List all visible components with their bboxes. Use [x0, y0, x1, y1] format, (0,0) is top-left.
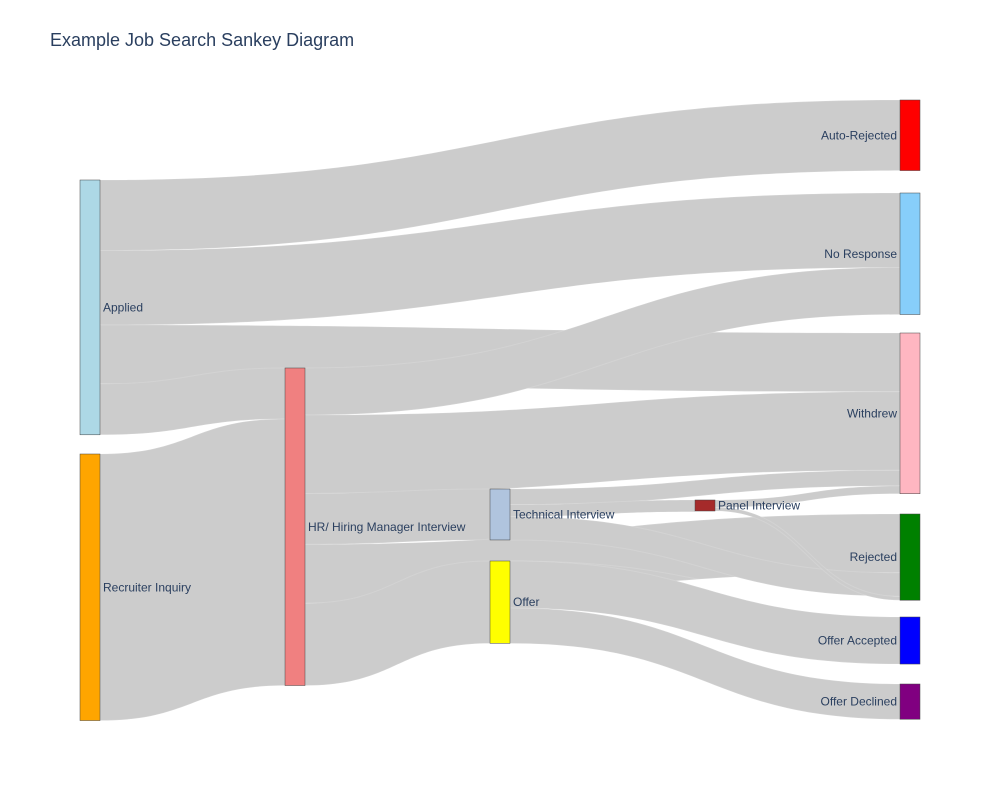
node-label-offer: Offer: [513, 595, 539, 609]
link-hr-tech[interactable]: [304, 488, 491, 545]
node-panel[interactable]: [694, 499, 716, 512]
node-tech[interactable]: [489, 488, 511, 541]
node-label-tech: Technical Interview: [513, 507, 615, 521]
link-tech-panel[interactable]: [509, 499, 696, 517]
node-recruiter[interactable]: [79, 453, 101, 721]
node-label-rejected: Rejected: [850, 550, 897, 564]
node-label-noresp: No Response: [824, 247, 897, 261]
node-label-withdrew: Withdrew: [847, 406, 897, 420]
node-label-accepted: Offer Accepted: [818, 634, 897, 648]
node-label-autorej: Auto-Rejected: [821, 128, 897, 142]
node-label-applied: Applied: [103, 300, 143, 314]
node-offer[interactable]: [489, 560, 511, 644]
node-autorej[interactable]: [899, 99, 921, 171]
link-recruiter-hr[interactable]: [99, 418, 286, 722]
node-hr[interactable]: [284, 367, 306, 686]
nodes-layer: [79, 99, 921, 721]
node-label-declined: Offer Declined: [821, 695, 897, 709]
node-declined[interactable]: [899, 683, 921, 720]
node-noresp[interactable]: [899, 192, 921, 315]
node-label-recruiter: Recruiter Inquiry: [103, 580, 191, 594]
node-applied[interactable]: [79, 179, 101, 436]
node-accepted[interactable]: [899, 616, 921, 665]
labels-layer: Applied Recruiter Inquiry HR/ Hiring Manag…: [103, 128, 897, 708]
node-label-hr: HR/ Hiring Manager Interview: [308, 520, 466, 534]
node-rejected[interactable]: [899, 513, 921, 601]
node-label-panel: Panel Interview: [718, 499, 800, 513]
node-withdrew[interactable]: [899, 332, 921, 494]
chart-title: Example Job Search Sankey Diagram: [50, 30, 355, 50]
